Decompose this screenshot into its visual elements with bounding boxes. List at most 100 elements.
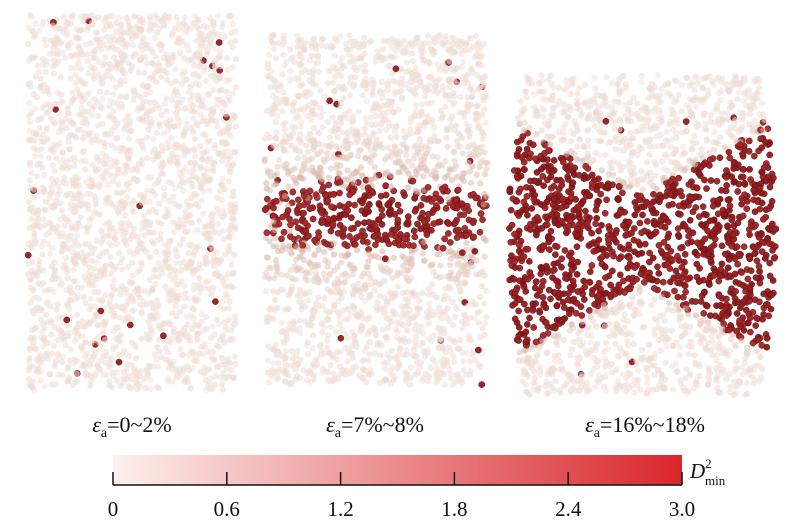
particle	[219, 99, 226, 106]
particle	[215, 39, 223, 46]
particle	[477, 210, 485, 217]
particle	[334, 133, 341, 141]
particle	[473, 116, 480, 123]
particle	[396, 347, 403, 354]
particle	[273, 243, 280, 250]
particle	[350, 304, 357, 311]
particle	[412, 102, 419, 109]
particle	[337, 99, 344, 106]
particle	[208, 29, 216, 36]
particle	[378, 120, 385, 128]
particle	[193, 120, 200, 127]
particle	[64, 110, 71, 117]
particle	[26, 364, 33, 371]
particle	[268, 68, 275, 75]
particle	[408, 249, 415, 256]
particle	[335, 298, 342, 305]
particle	[297, 173, 304, 180]
particle	[100, 62, 107, 69]
particle	[176, 202, 183, 209]
particle	[164, 349, 172, 356]
particle	[354, 247, 361, 254]
particle	[158, 265, 165, 272]
particle	[297, 123, 304, 130]
particle	[463, 40, 470, 47]
particle	[169, 335, 176, 342]
particle	[295, 92, 302, 100]
particle	[104, 33, 111, 40]
particle	[50, 342, 57, 349]
particle	[391, 374, 398, 381]
particle	[420, 238, 428, 246]
particle	[112, 145, 119, 152]
particle	[136, 239, 143, 246]
particle	[412, 187, 419, 194]
particle	[347, 261, 354, 269]
particle	[634, 100, 641, 107]
particle	[481, 300, 488, 307]
particle	[425, 291, 432, 298]
particle	[312, 60, 319, 67]
particle	[382, 376, 389, 383]
particle	[32, 324, 40, 331]
particle	[196, 63, 203, 70]
particle	[264, 369, 272, 376]
particle	[43, 110, 50, 117]
particle	[122, 315, 130, 322]
particle	[218, 139, 225, 146]
particle	[166, 197, 173, 204]
particle	[334, 309, 342, 316]
particle	[443, 125, 450, 132]
particle	[42, 311, 50, 319]
particle	[372, 174, 379, 181]
particle	[396, 207, 404, 215]
particle	[453, 261, 460, 268]
particle	[308, 137, 315, 144]
particle	[271, 275, 278, 282]
particle	[122, 307, 129, 314]
particle	[171, 185, 178, 192]
particle	[154, 383, 161, 391]
particle	[365, 192, 373, 199]
particle	[425, 210, 432, 218]
particle	[279, 96, 286, 103]
particle	[194, 227, 201, 234]
particle	[28, 383, 35, 390]
particle	[312, 40, 319, 47]
particle	[225, 148, 232, 155]
particle	[279, 213, 287, 221]
particle	[407, 114, 415, 121]
particle	[324, 332, 331, 339]
particle	[55, 57, 62, 64]
particle	[311, 308, 318, 315]
particle	[51, 266, 58, 273]
particle	[182, 208, 189, 215]
particle	[280, 145, 287, 152]
particle	[54, 47, 61, 54]
particle	[297, 83, 304, 90]
particle	[138, 46, 146, 54]
particle	[193, 266, 200, 273]
particle	[175, 92, 182, 99]
particle	[187, 384, 195, 391]
particle	[265, 313, 272, 320]
particle	[70, 267, 77, 274]
particle	[181, 331, 188, 339]
particle	[192, 153, 199, 160]
particle	[340, 62, 347, 69]
particle	[232, 225, 239, 232]
particle	[458, 200, 466, 208]
particle	[405, 85, 412, 92]
particle	[109, 13, 116, 20]
particle	[457, 94, 464, 101]
particle	[158, 112, 165, 119]
particle	[214, 194, 221, 201]
particle	[221, 305, 228, 312]
particle	[42, 350, 50, 358]
particle	[181, 152, 188, 159]
particle	[42, 221, 49, 229]
particle	[216, 130, 223, 137]
particle	[191, 136, 198, 143]
particle	[89, 50, 96, 57]
particle	[612, 340, 620, 348]
